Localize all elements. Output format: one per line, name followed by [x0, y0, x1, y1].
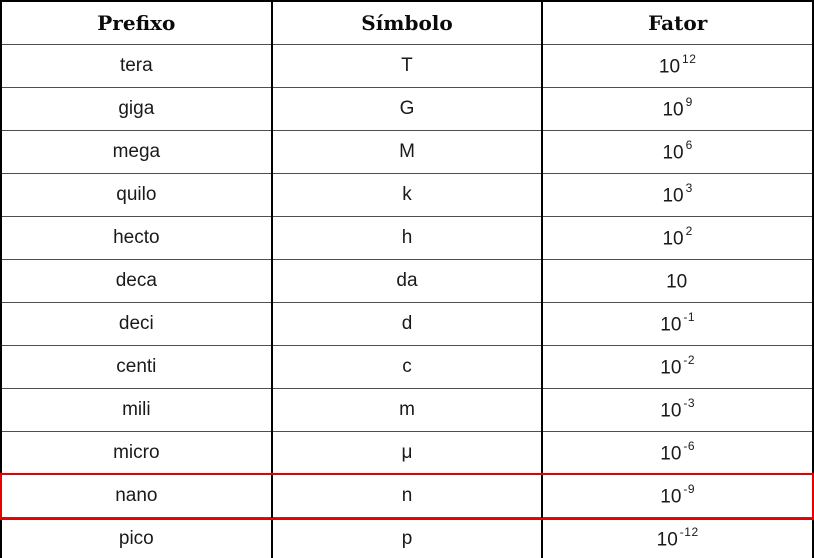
prefix-cell: deci	[1, 302, 272, 346]
header-simbolo: Símbolo	[270, 1, 543, 45]
table-row: mili m 10 -3	[1, 388, 813, 432]
factor-cell: 10 -1	[541, 302, 813, 346]
table-row: centi c 10 -2	[1, 345, 813, 389]
symbol-cell: G	[270, 87, 543, 131]
symbol-cell: n	[270, 474, 543, 518]
factor-base: 10	[660, 443, 682, 465]
table-row: deca da 10	[1, 259, 813, 303]
factor-cell: 10 -9	[541, 474, 813, 518]
header-row: Prefixo Símbolo Fator	[1, 1, 813, 45]
prefix-cell: micro	[1, 431, 272, 475]
factor-exponent: -6	[683, 438, 696, 453]
factor-cell: 10 9	[541, 87, 813, 131]
factor-exponent: -12	[679, 524, 699, 539]
table-row: hecto h 10 2	[1, 216, 813, 260]
prefix-cell: mili	[1, 388, 272, 432]
symbol-cell: k	[270, 173, 543, 217]
factor-cell: 10 -6	[541, 431, 813, 475]
prefix-cell: centi	[1, 345, 272, 389]
factor-cell: 10 -2	[541, 345, 813, 389]
factor-exponent: 2	[685, 223, 693, 238]
factor-exponent: -2	[683, 352, 696, 367]
factor-cell: 10	[541, 259, 813, 303]
prefix-cell: nano	[1, 474, 272, 518]
symbol-cell: T	[270, 44, 543, 88]
factor-exponent: -1	[683, 309, 696, 324]
factor-exponent: -3	[683, 395, 696, 410]
prefix-cell: quilo	[1, 173, 272, 217]
table-row: quilo k 10 3	[1, 173, 813, 217]
factor-base: 10	[658, 56, 681, 78]
prefix-cell: giga	[1, 87, 272, 131]
table-row: mega M 10 6	[1, 130, 813, 174]
table-row: deci d 10 -1	[1, 302, 813, 346]
table-row: tera T 10 12	[1, 44, 813, 88]
factor-exponent: 3	[685, 180, 693, 195]
factor-base: 10	[662, 142, 684, 164]
prefix-cell: tera	[1, 44, 272, 88]
table-row: micro μ 10 -6	[1, 431, 813, 475]
symbol-cell: c	[270, 345, 543, 389]
factor-base: 10	[660, 357, 682, 379]
factor-exponent: 6	[685, 137, 693, 152]
factor-cell: 10 2	[541, 216, 813, 260]
factor-base: 10	[660, 400, 682, 422]
prefix-cell: mega	[1, 130, 272, 174]
prefix-cell: hecto	[1, 216, 272, 260]
factor-exponent: 12	[682, 51, 697, 66]
factor-cell: 10 3	[541, 173, 813, 217]
factor-base: 10	[660, 314, 682, 336]
symbol-cell: da	[270, 259, 543, 303]
prefix-cell: deca	[1, 259, 272, 303]
factor-base: 10	[662, 228, 684, 250]
symbol-cell: d	[270, 302, 543, 346]
prefix-cell: pico	[1, 517, 272, 558]
table-row-highlighted: nano n 10 -9	[1, 474, 813, 518]
symbol-cell: μ	[270, 431, 543, 475]
factor-base: 10	[662, 99, 684, 121]
factor-base: 10	[660, 486, 682, 508]
factor-cell: 10 -3	[541, 388, 813, 432]
factor-exponent: -9	[683, 481, 696, 496]
table-row: pico p 10 -12	[1, 517, 813, 558]
factor-base: 10	[662, 185, 684, 207]
factor-cell: 10 12	[541, 44, 813, 88]
symbol-cell: h	[270, 216, 543, 260]
factor-base: 10	[666, 271, 688, 293]
table-row: giga G 10 9	[1, 87, 813, 131]
factor-cell: 10 -12	[541, 517, 813, 558]
header-fator: Fator	[541, 1, 813, 45]
factor-base: 10	[656, 529, 678, 551]
symbol-cell: M	[270, 130, 543, 174]
header-prefixo: Prefixo	[97, 11, 176, 35]
symbol-cell: p	[270, 517, 543, 558]
factor-exponent: 9	[685, 94, 693, 109]
factor-cell: 10 6	[541, 130, 813, 174]
symbol-cell: m	[270, 388, 543, 432]
